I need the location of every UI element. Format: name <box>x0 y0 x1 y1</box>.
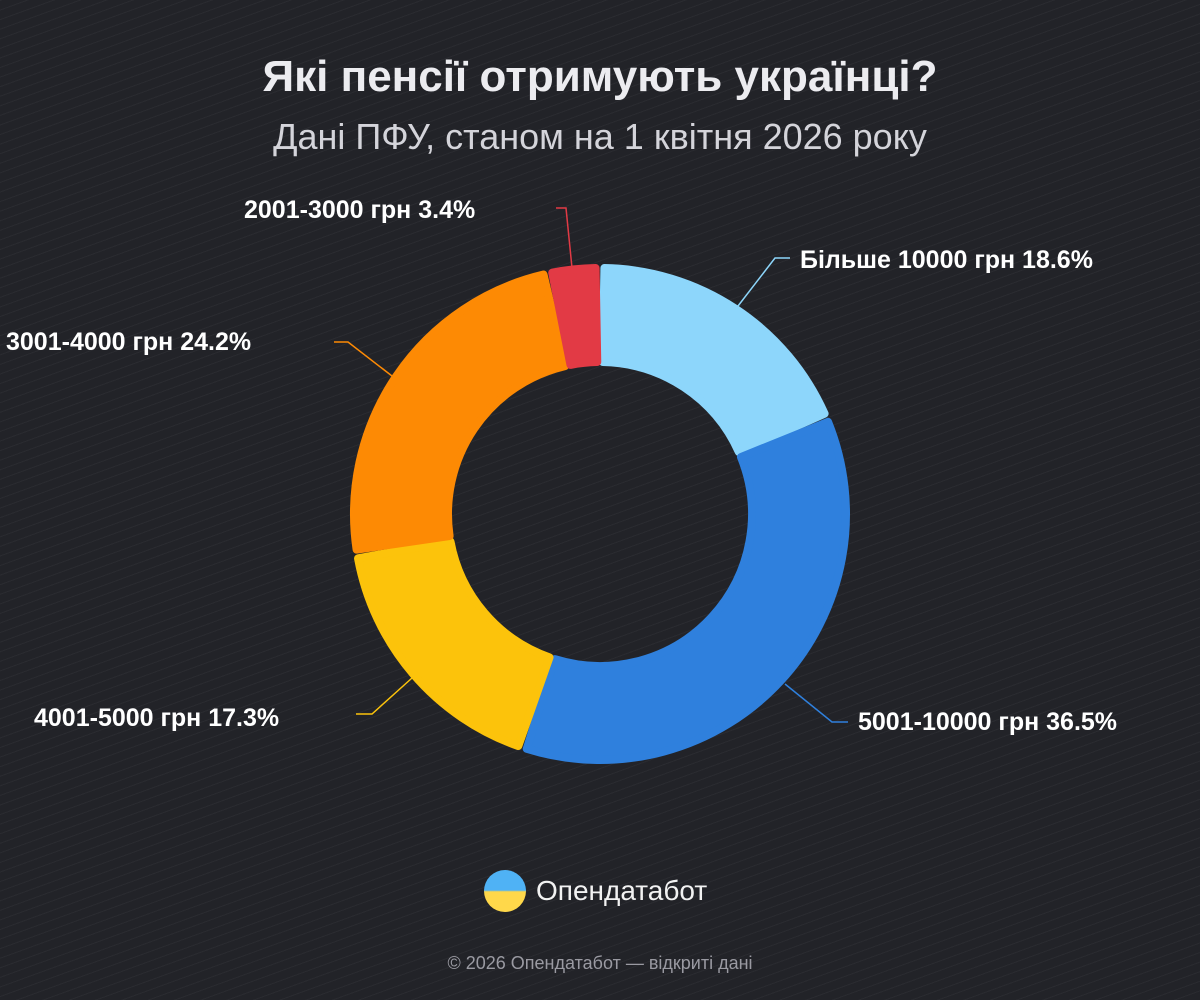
chart-subtitle: Дані ПФУ, станом на 1 квітня 2026 року <box>273 116 927 157</box>
opendatabot-logo-icon <box>484 870 526 912</box>
slice-more-10000 <box>598 264 829 457</box>
leader-line-2001-3000 <box>556 207 573 269</box>
label-4001-5000: 4001-5000 грн 17.3% <box>34 704 280 732</box>
logo: Опендатабот <box>484 870 707 912</box>
label-5001-10000: 5001-10000 грн 36.5% <box>858 708 1118 736</box>
leader-line-5001-10000 <box>784 683 848 723</box>
label-3001-4000: 3001-4000 грн 24.2% <box>6 328 252 356</box>
leader-line-3001-4000 <box>334 341 393 377</box>
slice-3001-4000 <box>350 270 570 554</box>
slice-2001-3000 <box>548 264 602 369</box>
label-more-10000: Більше 10000 грн 18.6% <box>800 246 1093 274</box>
leader-line-more-10000 <box>737 257 790 307</box>
footer-copyright: © 2026 Опендатабот — відкриті дані <box>447 953 753 973</box>
chart-title: Які пенсії отримують українці? <box>262 52 938 101</box>
logo-text: Опендатабот <box>536 875 708 906</box>
slice-5001-10000 <box>522 417 850 764</box>
label-2001-3000: 2001-3000 грн 3.4% <box>244 196 476 224</box>
slice-4001-5000 <box>354 537 554 751</box>
leader-line-4001-5000 <box>356 677 413 715</box>
